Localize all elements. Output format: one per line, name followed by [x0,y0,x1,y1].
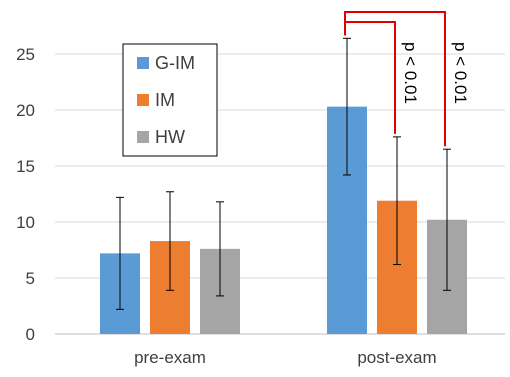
y-tick-label: 25 [16,45,35,64]
y-axis-ticks: 0 5 10 15 20 25 [16,45,35,344]
legend-label: G-IM [155,53,195,73]
error-bars [116,37,451,310]
legend-swatch [137,131,149,143]
y-tick-label: 15 [16,157,35,176]
y-tick-label: 0 [26,325,35,344]
y-tick-label: 20 [16,101,35,120]
y-tick-label: 10 [16,213,35,232]
legend-swatch [137,94,149,106]
y-tick-label: 5 [26,269,35,288]
legend-label: HW [155,127,185,147]
significance-label: p < 0.01 [451,42,470,104]
legend-label: IM [155,90,175,110]
significance-brackets: p < 0.01 p < 0.01 [344,11,470,147]
x-axis-categories: pre-exam post-exam [134,348,437,367]
significance-bracket [344,11,446,147]
significance-label: p < 0.01 [401,42,420,104]
legend-swatch [137,57,149,69]
category-label: post-exam [357,348,436,367]
legend: G-IM IM HW [122,43,218,157]
category-label: pre-exam [134,348,206,367]
